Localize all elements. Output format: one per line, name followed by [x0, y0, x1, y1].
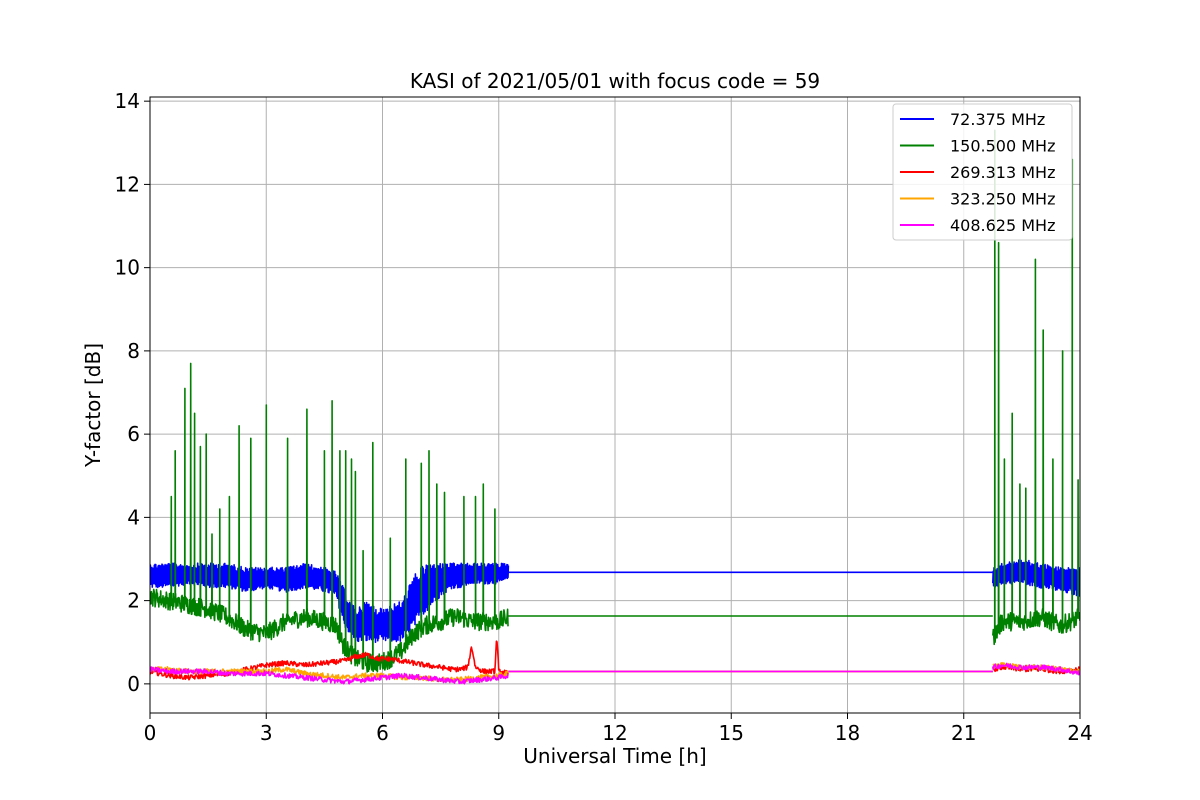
series-5 [150, 662, 1080, 685]
y-tick-label: 2 [127, 589, 140, 613]
y-tick-label: 6 [127, 422, 140, 446]
y-tick-label: 10 [115, 256, 140, 280]
x-tick-label: 6 [376, 721, 389, 745]
y-tick-label: 12 [115, 172, 140, 196]
series-1 [150, 559, 1080, 643]
series-line-5-seg1 [150, 666, 509, 685]
x-tick-label: 9 [492, 721, 505, 745]
series-line-3-seg1 [150, 640, 509, 681]
series-line-5-seg3 [992, 662, 1080, 676]
series-2 [150, 129, 1080, 673]
x-tick-label: 18 [835, 721, 860, 745]
x-tick-label: 12 [602, 721, 627, 745]
series-line-2-seg1 [150, 362, 509, 673]
series-line-1-seg1 [150, 562, 510, 643]
y-tick-label: 0 [127, 672, 140, 696]
legend: 72.375 MHz 150.500 MHz 269.313 MHz 323.250 … [892, 103, 1073, 241]
legend-box [892, 103, 1073, 241]
x-tick-label: 24 [1067, 721, 1092, 745]
series-line-2-seg3 [992, 129, 1080, 646]
legend-label: 269.313 MHz [950, 163, 1055, 182]
x-axis-label: Universal Time [h] [523, 744, 706, 768]
legend-label: 408.625 MHz [950, 216, 1055, 235]
y-axis-label: Y-factor [dB] [81, 343, 105, 468]
series-line-1-seg3 [992, 559, 1080, 597]
x-tick-label: 21 [951, 721, 976, 745]
chart-title: KASI of 2021/05/01 with focus code = 59 [410, 69, 820, 93]
legend-label: 72.375 MHz [950, 110, 1045, 129]
x-tick-label: 0 [144, 721, 157, 745]
x-axis: 0 3 6 9 12 15 18 21 24 [144, 713, 1093, 745]
x-tick-label: 3 [260, 721, 273, 745]
series-group [150, 129, 1080, 685]
x-tick-label: 15 [719, 721, 744, 745]
y-tick-label: 14 [115, 89, 140, 113]
y-axis: 0 2 4 6 8 10 12 14 [115, 89, 150, 696]
legend-label: 323.250 MHz [950, 190, 1055, 209]
legend-label: 150.500 MHz [950, 137, 1055, 156]
y-tick-label: 4 [127, 505, 140, 529]
y-tick-label: 8 [127, 339, 140, 363]
